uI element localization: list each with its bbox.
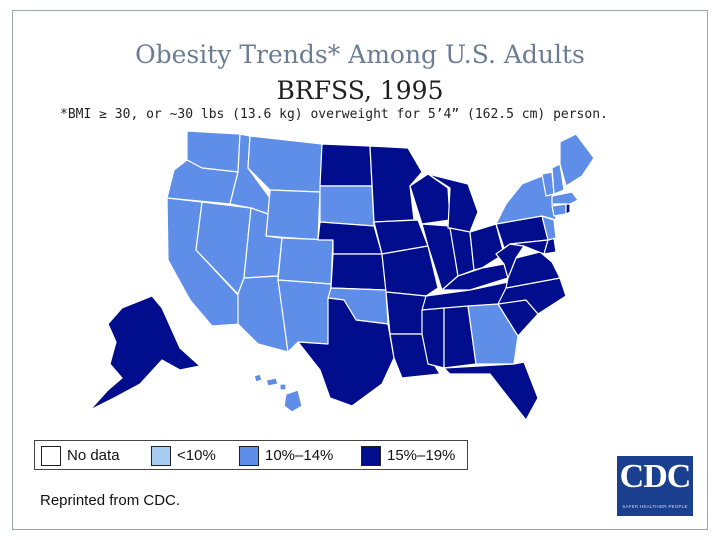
state-ks [330,253,387,291]
state-ri [565,203,571,215]
slide-border [12,10,708,530]
state-ms [421,307,445,369]
state-ct [551,203,567,217]
state-hi-1 [253,373,263,383]
map-legend: No data <10% 10%–14% 15%–19% [34,440,468,470]
state-ar [385,291,427,335]
state-hi-4 [283,389,303,413]
legend-swatch-no-data [41,446,61,466]
cdc-logo-tagline: SAFER·HEALTHIER·PEOPLE [622,504,688,509]
us-map [89,130,595,421]
state-oh [469,223,505,271]
state-tx [297,297,395,407]
state-ma [551,191,579,205]
legend-label: <10% [177,447,216,464]
credit-text: Reprinted from CDC. [40,492,181,509]
slide-subtitle: BRFSS, 1995 [276,76,444,105]
footnote: *BMI ≥ 30, or ~30 lbs (13.6 kg) overweig… [60,107,608,122]
state-nm [277,279,332,353]
state-hi-3 [279,383,287,391]
state-nh [551,163,565,195]
legend-swatch-10-14 [239,446,259,466]
state-ga [467,303,519,365]
legend-label: No data [67,447,120,464]
legend-label: 10%–14% [265,447,334,464]
state-co [277,237,334,285]
cdc-logo: CDC SAFER·HEALTHIER·PEOPLE [617,456,693,516]
state-me [559,133,595,187]
state-ak [89,295,201,411]
legend-swatch-15-19 [361,446,381,466]
cdc-logo-text: CDC [619,458,692,495]
state-nd [319,143,373,187]
legend-swatch-lt10 [151,446,171,466]
slide-title: Obesity Trends* Among U.S. Adults [135,40,585,69]
state-wy [265,189,321,241]
legend-label: 15%–19% [387,447,456,464]
state-fl [443,361,539,421]
state-sd [319,185,375,227]
state-hi-2 [265,377,279,387]
state-mo [381,245,439,297]
